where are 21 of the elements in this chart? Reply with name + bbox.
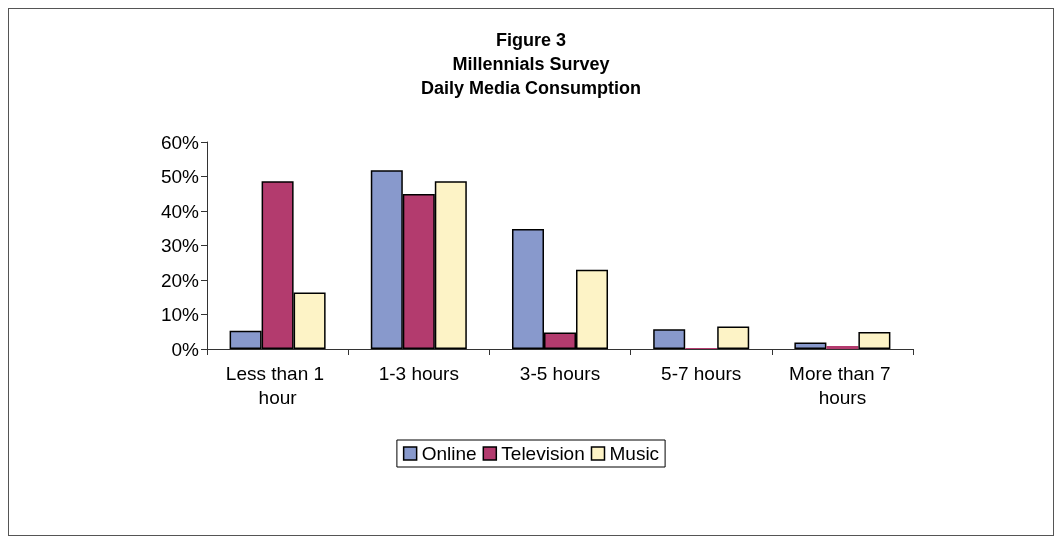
x-tick-label: 1-3 hours [378, 362, 459, 384]
x-tick-label: More than 7 hours [789, 362, 896, 408]
y-tick-label: 60% [160, 131, 200, 153]
x-tick-label: 5-7 hours [661, 362, 742, 384]
legend-label: Online [421, 443, 477, 464]
bar [653, 329, 686, 349]
bar [826, 345, 859, 349]
bar [858, 332, 891, 349]
chart-title: Figure 3 Millennials Survey Daily Media Consumption [420, 30, 642, 98]
x-tick-label: 3-5 hours [519, 362, 601, 384]
legend-label: Music [609, 443, 660, 464]
bar [794, 342, 827, 349]
x-tick-label: Less than 1 hour [225, 362, 330, 408]
y-tick-label: 20% [160, 269, 200, 291]
bar [717, 326, 750, 349]
y-tick-label: 10% [160, 304, 200, 325]
y-tick-label: 30% [160, 235, 200, 256]
y-tick-label: 50% [160, 166, 200, 187]
y-tick-label: 40% [160, 200, 200, 222]
legend-label: Television [501, 443, 585, 464]
y-tick-label: 0% [171, 338, 200, 360]
